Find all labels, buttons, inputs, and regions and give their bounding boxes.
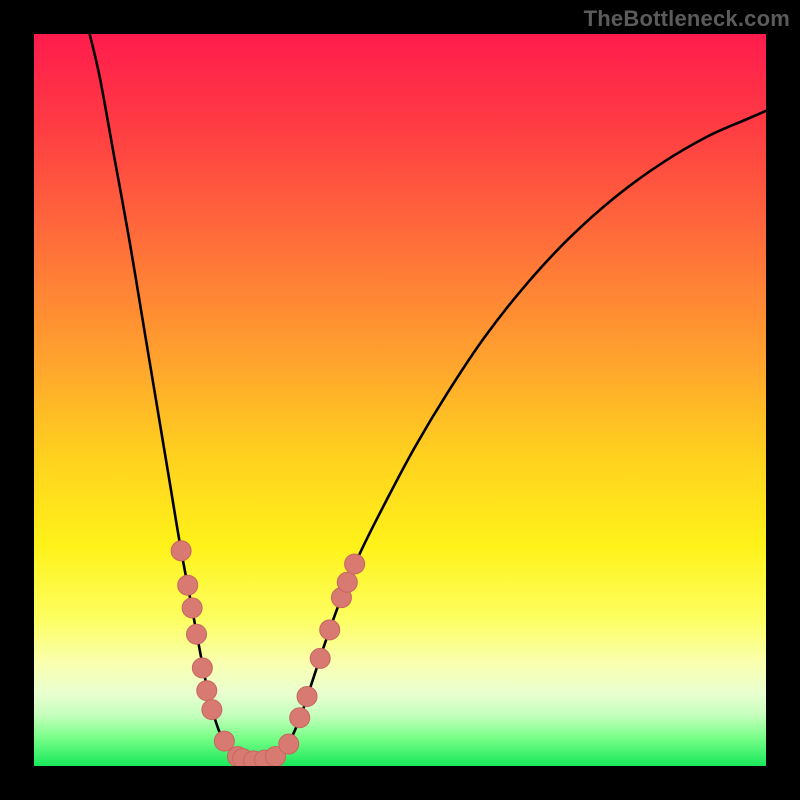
data-marker [337,572,357,592]
data-marker [202,700,222,720]
data-marker [310,648,330,668]
plot-area [34,34,766,766]
data-marker [171,541,191,561]
data-marker [178,575,198,595]
data-marker [197,681,217,701]
data-marker [290,708,310,728]
data-marker [345,554,365,574]
data-marker [192,658,212,678]
figure-root: TheBottleneck.com [0,0,800,800]
data-marker [279,734,299,754]
curve-layer [34,34,766,766]
data-marker [297,686,317,706]
data-marker [320,620,340,640]
v-curve [90,34,766,761]
data-marker [182,598,202,618]
watermark-text: TheBottleneck.com [584,6,790,32]
data-marker [187,624,207,644]
